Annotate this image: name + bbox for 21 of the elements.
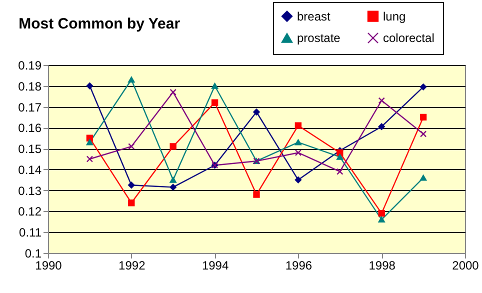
x-tick-label: 1990 [35,258,62,272]
chart-title: Most Common by Year [18,16,180,32]
y-tick-label: 0.14 [18,162,42,177]
y-tick-label: 0.13 [18,184,42,198]
legend-label: prostate [297,31,341,45]
y-tick-label: 0.12 [18,204,42,219]
y-tick-label: 0.15 [18,142,42,156]
y-tick-label: 0.17 [18,100,42,114]
x-tick-label: 1998 [368,258,396,272]
y-tick-label: 0.1 [24,246,42,260]
x-tick-label: 1996 [285,258,312,272]
x-tick-label: 1992 [118,258,146,272]
legend-label: breast [297,9,332,24]
x-tick-label: 1994 [202,258,229,272]
legend-label: colorectal [383,31,434,45]
y-tick-label: 0.18 [18,79,42,94]
y-tick-label: 0.11 [19,226,42,240]
y-tick-label: 0.16 [18,121,42,136]
y-tick-label: 0.19 [18,58,42,72]
legend-label: lung [383,9,406,24]
x-tick-label: 2000 [452,258,480,272]
